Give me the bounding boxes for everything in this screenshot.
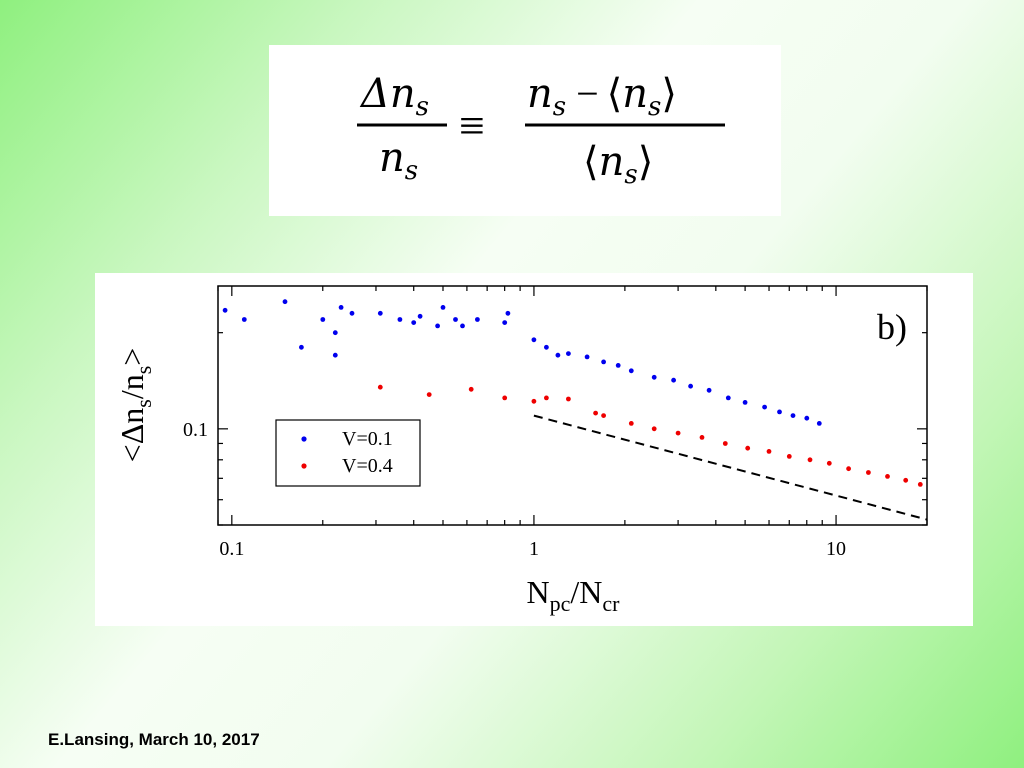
data-point-series-1 bbox=[338, 305, 344, 310]
data-point-series-2 bbox=[593, 410, 598, 416]
data-point-series-2 bbox=[426, 392, 432, 397]
formula-svg: Δns ns ≡ ns − ⟨ns⟩ ⟨ns⟩ bbox=[357, 71, 725, 190]
data-point-series-1 bbox=[531, 337, 537, 343]
formula-panel: Δns ns ≡ ns − ⟨ns⟩ ⟨ns⟩ bbox=[269, 45, 781, 216]
data-point-series-1 bbox=[725, 395, 731, 401]
data-point-series-1 bbox=[742, 400, 748, 405]
data-point-series-1 bbox=[762, 404, 767, 410]
data-point-series-1 bbox=[688, 383, 693, 389]
legend-label-series-1: V=0.1 bbox=[342, 428, 393, 450]
data-point-series-2 bbox=[786, 454, 792, 459]
data-point-series-2 bbox=[866, 470, 871, 475]
x-tick-label: 1 bbox=[529, 538, 539, 560]
x-tick-label: 0.1 bbox=[219, 538, 244, 560]
data-point-series-2 bbox=[377, 384, 383, 390]
data-point-series-2 bbox=[468, 386, 474, 392]
data-point-series-1 bbox=[241, 317, 247, 322]
data-point-series-1 bbox=[435, 323, 440, 329]
data-point-series-2 bbox=[531, 398, 537, 404]
data-point-series-1 bbox=[502, 320, 508, 325]
data-point-series-1 bbox=[475, 317, 480, 322]
data-point-series-2 bbox=[651, 426, 657, 432]
data-point-series-2 bbox=[885, 474, 890, 479]
data-point-series-1 bbox=[440, 305, 446, 310]
x-tick-label: 10 bbox=[826, 538, 846, 560]
data-point-series-2 bbox=[699, 435, 705, 440]
formula-lhs-denominator: ns bbox=[379, 135, 418, 186]
data-point-series-2 bbox=[846, 466, 851, 472]
data-point-series-2 bbox=[766, 449, 772, 454]
legend-box bbox=[275, 419, 421, 487]
legend-marker-series-1 bbox=[301, 436, 307, 442]
legend-marker-series-2 bbox=[301, 463, 307, 469]
data-point-series-2 bbox=[917, 482, 923, 487]
data-point-series-2 bbox=[502, 395, 508, 401]
data-point-series-1 bbox=[555, 352, 561, 358]
data-point-series-1 bbox=[601, 359, 606, 365]
data-point-series-1 bbox=[505, 310, 511, 316]
chart-panel: 0.1 1 10 0.1 b) V=0.1 V=0.4 Npc/Ncr <Δns/n… bbox=[95, 273, 973, 626]
data-point-series-1 bbox=[671, 377, 676, 383]
data-point-series-2 bbox=[628, 421, 634, 426]
data-point-series-1 bbox=[777, 409, 782, 415]
legend: V=0.1 V=0.4 bbox=[275, 419, 421, 487]
data-point-series-1 bbox=[417, 313, 423, 319]
data-point-series-1 bbox=[706, 387, 712, 393]
y-tick-label: 0.1 bbox=[183, 419, 208, 441]
data-point-series-1 bbox=[332, 330, 338, 336]
data-point-series-2 bbox=[601, 413, 606, 418]
plot-frame bbox=[217, 285, 928, 526]
data-point-series-1 bbox=[320, 317, 326, 322]
data-points bbox=[222, 299, 923, 487]
data-point-series-1 bbox=[282, 299, 288, 305]
data-point-series-2 bbox=[903, 477, 909, 483]
data-point-series-1 bbox=[651, 374, 657, 380]
x-axis-ticks: 0.1 1 10 bbox=[217, 286, 928, 560]
y-axis-ticks: 0.1 bbox=[183, 332, 927, 526]
footer-caption: E.Lansing, March 10, 2017 bbox=[48, 730, 260, 749]
data-point-series-1 bbox=[453, 317, 458, 322]
data-point-series-1 bbox=[397, 317, 403, 322]
data-point-series-2 bbox=[745, 445, 751, 451]
y-axis-label: <Δns/ns> bbox=[114, 348, 156, 463]
data-point-series-2 bbox=[566, 396, 571, 402]
legend-label-series-2: V=0.4 bbox=[342, 455, 393, 477]
data-point-series-1 bbox=[816, 421, 822, 426]
data-point-series-1 bbox=[332, 352, 338, 358]
x-axis-label: Npc/Ncr bbox=[527, 574, 621, 616]
data-point-series-2 bbox=[807, 457, 813, 463]
formula-rhs-numerator: ns − ⟨ns⟩ bbox=[527, 71, 677, 122]
data-point-series-1 bbox=[411, 320, 417, 325]
data-point-series-2 bbox=[544, 395, 549, 401]
data-point-series-1 bbox=[544, 344, 549, 350]
data-point-series-1 bbox=[377, 310, 383, 316]
data-point-series-1 bbox=[584, 354, 590, 360]
data-point-series-1 bbox=[460, 323, 465, 329]
data-point-series-1 bbox=[615, 363, 621, 368]
formula-lhs-numerator: Δns bbox=[359, 71, 429, 122]
data-point-series-1 bbox=[222, 307, 228, 313]
reference-dashed-line bbox=[533, 414, 928, 521]
data-point-series-1 bbox=[628, 368, 634, 374]
formula-equiv: ≡ bbox=[459, 100, 485, 151]
scatter-chart: 0.1 1 10 0.1 b) V=0.1 V=0.4 Npc/Ncr <Δns/n… bbox=[114, 285, 928, 616]
data-point-series-1 bbox=[804, 415, 810, 421]
data-point-series-1 bbox=[299, 344, 304, 350]
data-point-series-2 bbox=[826, 460, 832, 466]
panel-label: b) bbox=[877, 307, 907, 347]
data-point-series-2 bbox=[722, 441, 728, 446]
formula-rhs-denominator: ⟨ns⟩ bbox=[583, 139, 653, 190]
data-point-series-1 bbox=[566, 351, 571, 356]
data-point-series-1 bbox=[349, 310, 355, 316]
data-point-series-1 bbox=[790, 413, 796, 418]
data-point-series-2 bbox=[675, 430, 681, 436]
